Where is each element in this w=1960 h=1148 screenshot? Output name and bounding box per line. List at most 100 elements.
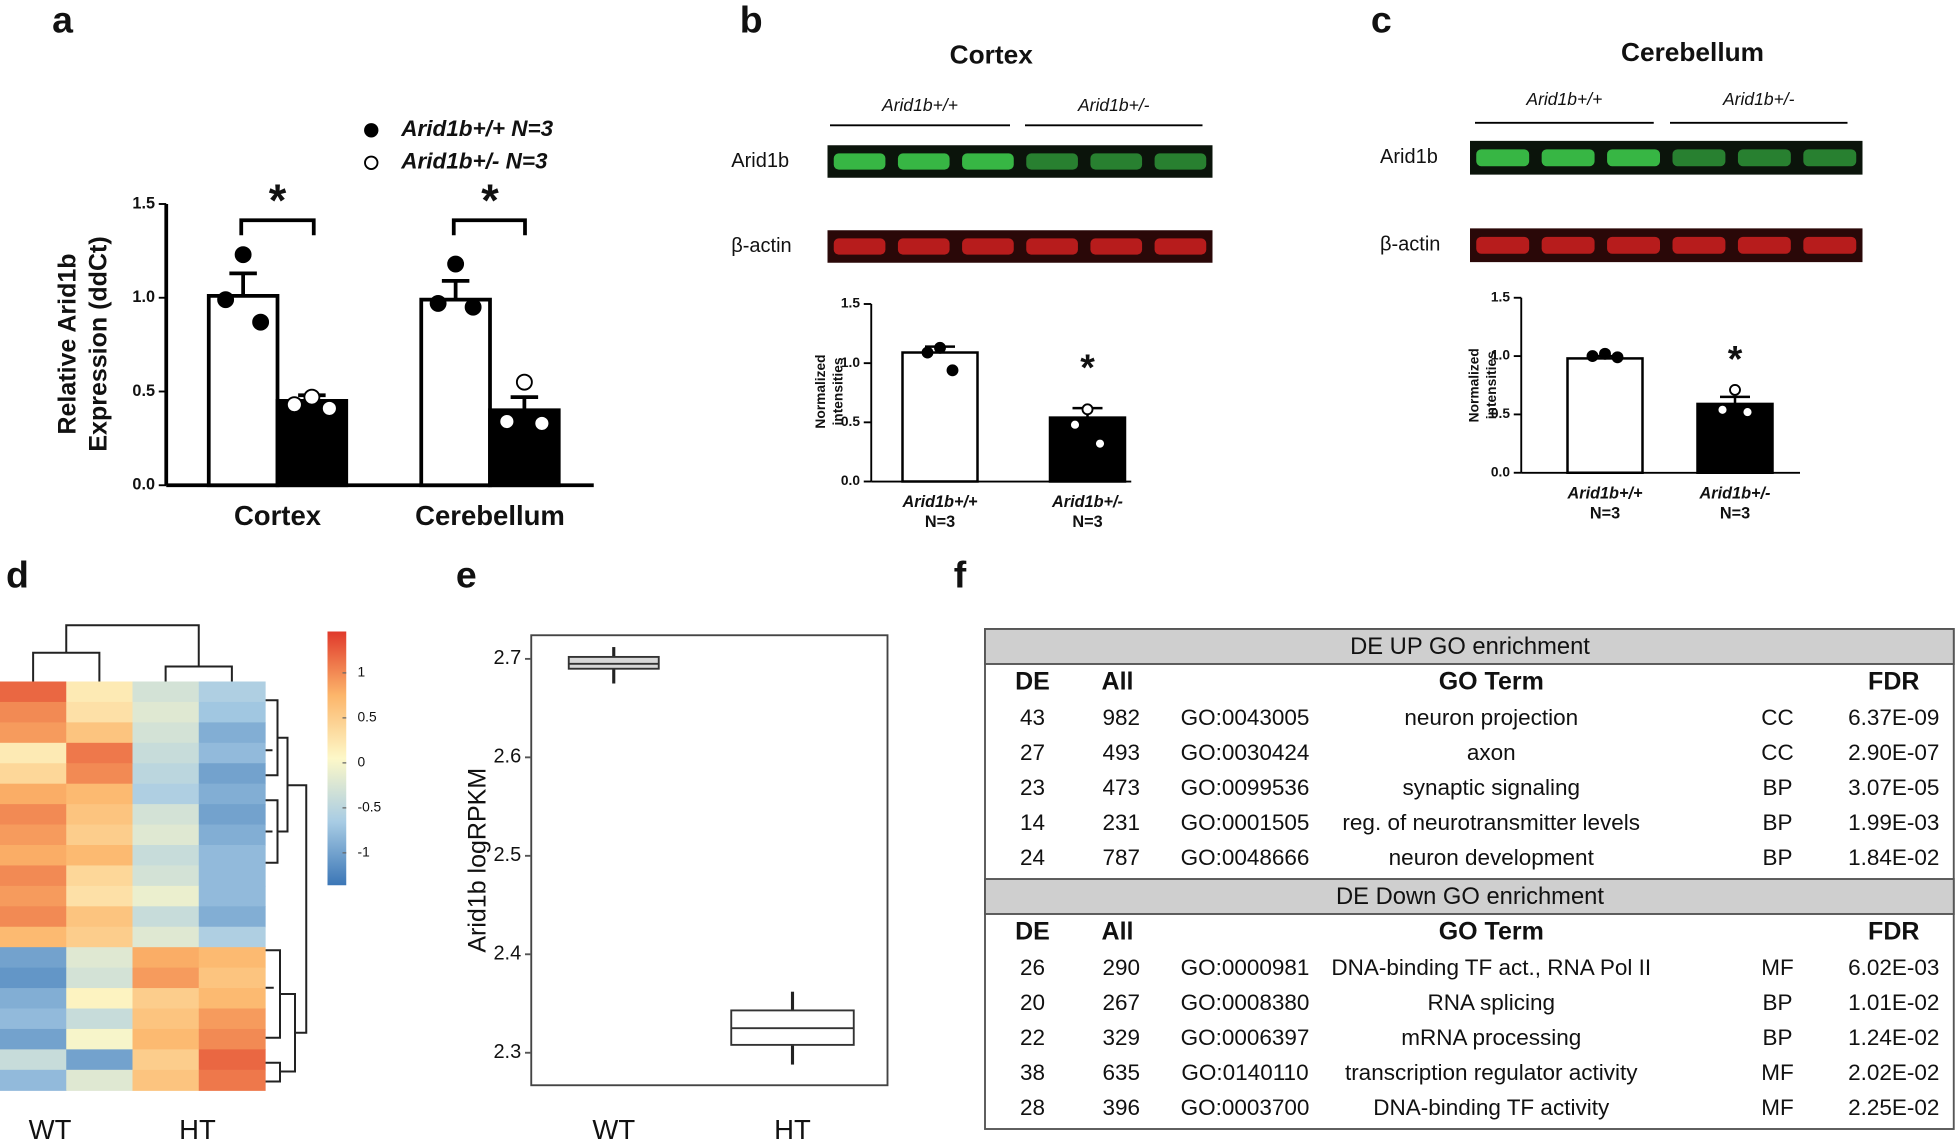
heatmap-cell (0, 865, 67, 887)
heatmap-cell (198, 947, 266, 969)
x-tick-label: N=3 (1072, 513, 1102, 531)
heatmap-cell (66, 988, 134, 1010)
heatmap-cell (0, 906, 67, 928)
heatmap-cell (198, 1028, 266, 1050)
error-bar (1720, 395, 1750, 404)
heatmap-cell (0, 885, 67, 907)
y-tick-label: 1.5 (1491, 289, 1510, 304)
x-tick-label: HT (774, 1114, 811, 1145)
bar (419, 297, 492, 488)
table-cell: BP (1762, 810, 1792, 835)
table-cell: 1.99E-03 (1848, 810, 1939, 835)
heatmap-cell (0, 967, 67, 989)
column-header: FDR (1868, 917, 1919, 945)
table-cell: 2.90E-07 (1848, 740, 1939, 765)
table-cell: GO:0140110 (1181, 1060, 1308, 1085)
blot-band (1607, 236, 1660, 254)
heatmap-cell (66, 1049, 134, 1071)
blot-band (1607, 149, 1660, 167)
panel-label: e (456, 554, 477, 596)
heatmap-cell (198, 1008, 266, 1030)
data-point (1729, 383, 1741, 396)
y-tick-label: 1.0 (1491, 348, 1510, 363)
y-tick-label: 1.5 (841, 296, 860, 311)
column-header: All (1102, 667, 1134, 695)
x-tick-label: Cerebellum (415, 500, 565, 531)
table-cell: neuron development (1389, 845, 1595, 870)
blot-strip (827, 145, 1213, 178)
chart-title: Cortex (950, 39, 1034, 69)
table-cell: BP (1762, 775, 1792, 800)
section-title-bar (984, 878, 1955, 915)
table-cell: 1.01E-02 (1848, 990, 1939, 1015)
table-cell: 2.02E-02 (1848, 1060, 1939, 1085)
heatmap-cell (66, 1008, 134, 1030)
blot-strip (1470, 228, 1863, 263)
heatmap-cell (66, 1069, 134, 1091)
heatmap-cell (198, 988, 266, 1010)
heatmap-cell (198, 845, 266, 867)
blot-band (833, 153, 886, 170)
genotype-label: Arid1b+/- (1077, 95, 1150, 115)
bar (1048, 416, 1127, 483)
table-cell: BP (1762, 845, 1792, 870)
heatmap-cell (0, 947, 67, 969)
heatmap-cell (0, 1028, 67, 1050)
heatmap-cell (132, 1049, 200, 1071)
heatmap-cell (132, 783, 200, 805)
heatmap-cell (0, 824, 67, 846)
y-tick-label: 2.4 (493, 943, 521, 965)
data-point (1586, 350, 1599, 363)
blot-band (1090, 153, 1143, 170)
table-cell: 6.37E-09 (1848, 705, 1939, 730)
genotype-label: Arid1b+/+ (1525, 89, 1602, 109)
dendrogram-branch (65, 624, 200, 667)
heatmap-cell (0, 845, 67, 867)
table-cell: BP (1762, 1025, 1792, 1050)
y-axis-label: Expression (ddCt) (85, 236, 113, 451)
table-cell: 267 (1102, 990, 1140, 1015)
y-axis-label: Arid1b logRPKM (463, 768, 491, 953)
panel-label: d (6, 554, 29, 596)
blot-band (1476, 236, 1530, 254)
legend-label: Arid1b+/- N=3 (400, 149, 548, 174)
significance-bracket (451, 218, 527, 236)
legend-marker (364, 155, 379, 170)
heatmap-cell (0, 1069, 67, 1091)
blot-band (1672, 236, 1726, 254)
heatmap-cell (66, 845, 134, 867)
x-tick-label: Arid1b+/- (1699, 484, 1771, 502)
genotype-label: Arid1b+/- (1722, 89, 1795, 109)
blot-band (1090, 238, 1143, 255)
dendrogram-branch (164, 665, 233, 682)
table-cell: MF (1761, 1095, 1794, 1120)
table-cell: 3.07E-05 (1848, 775, 1939, 800)
band-label: Arid1b (731, 150, 789, 172)
table-cell: 28 (1020, 1095, 1045, 1120)
table-cell: 1.84E-02 (1848, 845, 1939, 870)
blot-band (962, 153, 1014, 170)
heatmap-cell (0, 804, 67, 826)
table-cell: synaptic signaling (1402, 775, 1580, 800)
legend-marker (364, 123, 379, 138)
heatmap-cell (66, 906, 134, 928)
band-label: β-actin (1380, 234, 1440, 256)
table-cell: RNA splicing (1427, 990, 1555, 1015)
column-header: FDR (1868, 667, 1919, 695)
data-point (1069, 418, 1081, 431)
heatmap-cell (132, 988, 200, 1010)
panel-label: b (740, 0, 763, 41)
heatmap-cell (198, 824, 266, 846)
y-tick-label: 0.0 (1491, 464, 1510, 479)
table-cell: GO:0043005 (1181, 705, 1310, 730)
table-cell: GO:0006397 (1181, 1025, 1310, 1050)
blot-band (1154, 238, 1207, 255)
table-cell: CC (1761, 705, 1794, 730)
y-tick-label: 1.0 (841, 355, 860, 370)
heatmap-cell (132, 926, 200, 948)
heatmap-cell (66, 885, 134, 907)
table-cell: 473 (1102, 775, 1140, 800)
x-tick-label: N=3 (1590, 504, 1620, 522)
colorbar-tick-label: -0.5 (358, 799, 382, 814)
bar (1566, 357, 1644, 474)
